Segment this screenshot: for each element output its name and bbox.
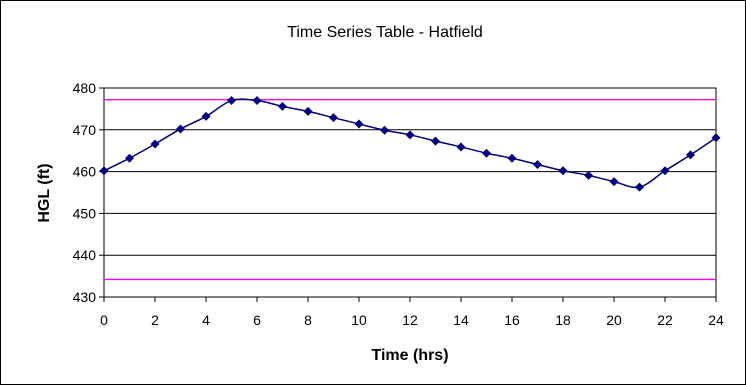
data-point-6 <box>252 96 262 106</box>
x-tick-label-24: 24 <box>708 312 724 328</box>
y-tick-label-480: 480 <box>73 80 97 96</box>
plot-area <box>103 87 717 298</box>
y-tick-label-430: 430 <box>73 289 97 305</box>
data-point-0 <box>99 166 109 176</box>
x-tick-label-18: 18 <box>555 312 571 328</box>
data-point-14 <box>456 142 466 152</box>
data-point-2 <box>150 139 160 149</box>
reference-lines <box>104 99 716 281</box>
data-point-11 <box>380 125 389 135</box>
x-tick-label-22: 22 <box>657 312 673 328</box>
series-hgl <box>99 96 721 192</box>
data-point-23 <box>686 150 695 160</box>
x-tick-label-12: 12 <box>402 312 418 328</box>
data-point-9 <box>329 113 338 123</box>
data-point-5 <box>227 96 236 106</box>
data-point-16 <box>507 153 517 163</box>
data-point-21 <box>635 182 644 192</box>
data-point-8 <box>303 106 313 116</box>
y-axis-ticks: 430 440 450 460 470 480 <box>73 80 104 305</box>
y-tick-label-440: 440 <box>73 247 97 263</box>
data-point-19 <box>584 170 593 180</box>
series-line <box>103 98 717 189</box>
x-axis-label: Time (hrs) <box>371 347 448 364</box>
x-tick-label-20: 20 <box>606 312 622 328</box>
data-point-1 <box>125 153 134 163</box>
y-tick-label-450: 450 <box>73 205 97 221</box>
chart-title: Time Series Table - Hatfield <box>287 24 483 41</box>
data-point-17 <box>533 159 542 169</box>
x-tick-label-0: 0 <box>100 312 108 328</box>
data-point-10 <box>354 119 364 129</box>
x-axis-ticks: 0 2 4 6 8 10 12 14 16 18 20 22 24 <box>100 297 724 328</box>
data-point-13 <box>431 136 440 146</box>
data-point-12 <box>405 130 415 140</box>
x-tick-label-8: 8 <box>304 312 312 328</box>
data-point-22 <box>660 166 670 176</box>
x-tick-label-2: 2 <box>151 312 159 328</box>
data-point-18 <box>558 166 568 176</box>
data-point-20 <box>609 177 619 187</box>
data-point-24 <box>711 133 721 143</box>
data-point-3 <box>176 124 185 134</box>
x-tick-label-4: 4 <box>202 312 210 328</box>
y-axis-label: HGL (ft) <box>36 163 53 222</box>
data-point-15 <box>482 148 491 158</box>
data-point-4 <box>201 111 211 121</box>
data-point-7 <box>278 101 287 111</box>
y-tick-label-460: 460 <box>73 164 97 180</box>
x-tick-label-14: 14 <box>453 312 469 328</box>
x-tick-label-6: 6 <box>253 312 261 328</box>
y-tick-label-470: 470 <box>73 122 97 138</box>
x-tick-label-10: 10 <box>351 312 367 328</box>
grid-lines <box>104 87 716 298</box>
x-tick-label-16: 16 <box>504 312 520 328</box>
